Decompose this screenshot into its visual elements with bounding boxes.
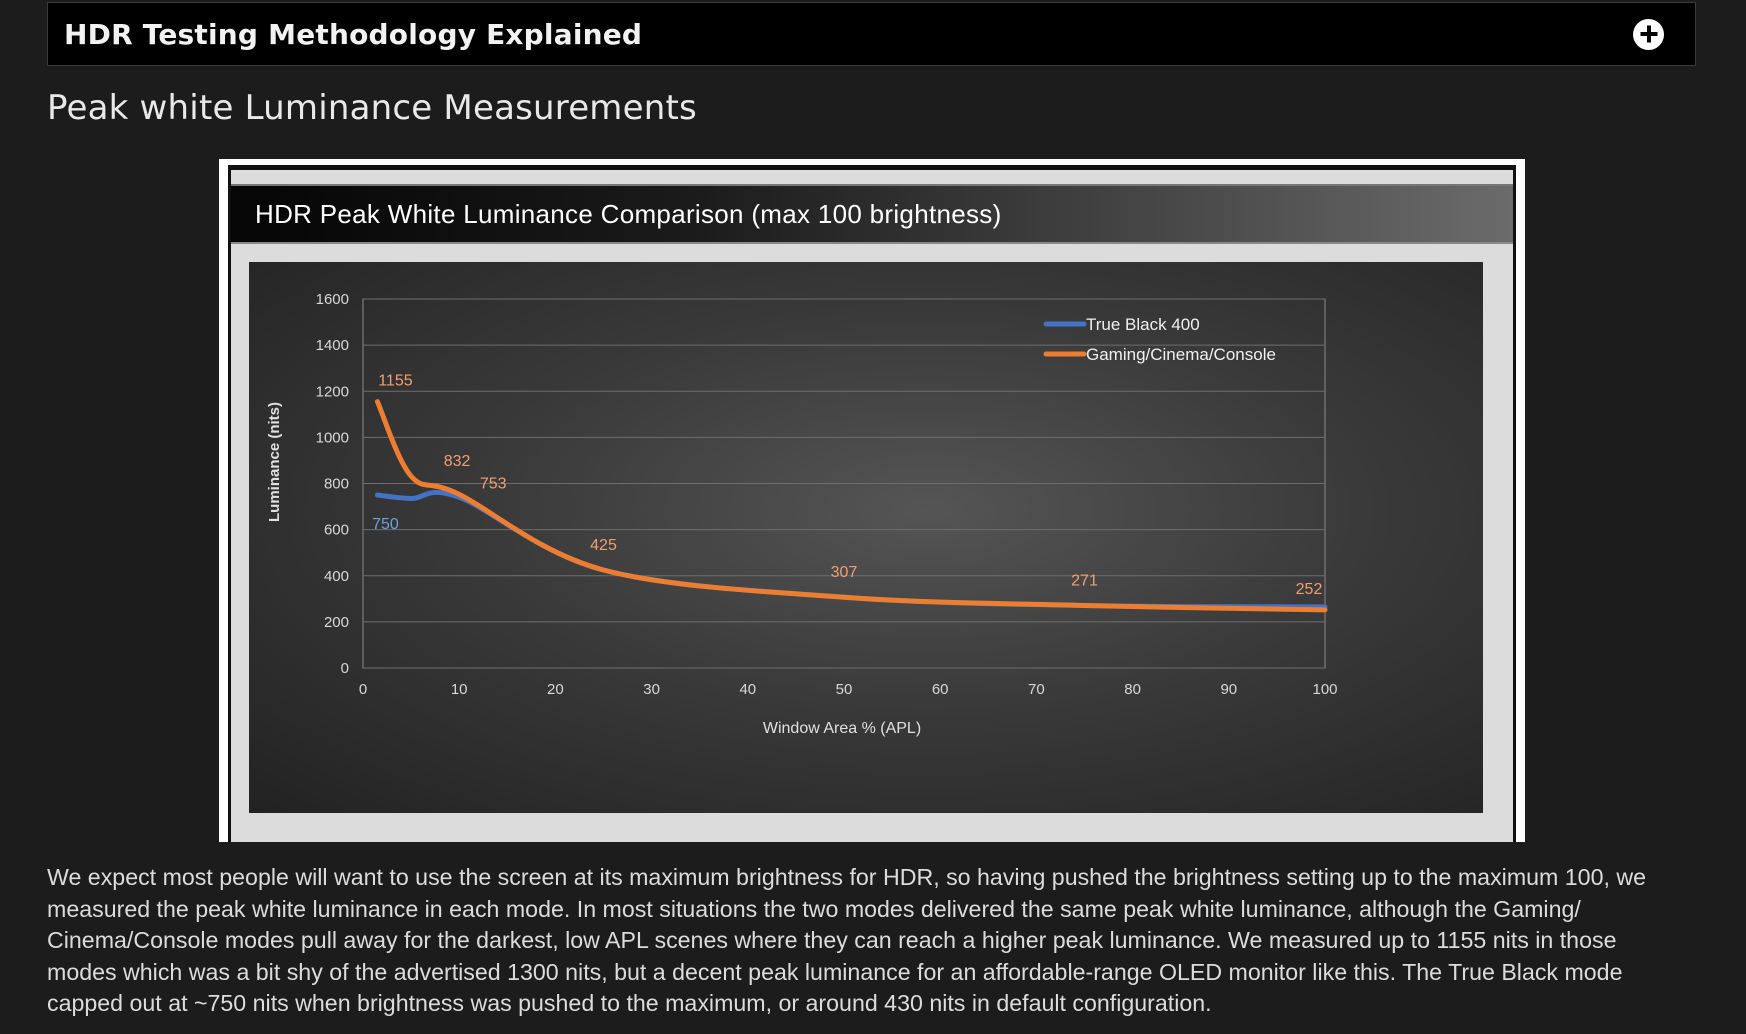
x-tick-label: 100 <box>1312 681 1337 698</box>
data-label: 252 <box>1296 581 1323 598</box>
y-tick-label: 600 <box>324 522 349 539</box>
y-tick-label: 1600 <box>316 291 349 308</box>
data-label: 832 <box>444 453 471 470</box>
x-tick-label: 70 <box>1028 681 1045 698</box>
x-tick-label: 50 <box>836 681 853 698</box>
axis-layer: 0 200 400 600 800 1000 1200 1400 1600 0 10 20 30 40 50… <box>316 291 1338 698</box>
y-tick-label: 200 <box>324 614 349 631</box>
section-heading: Peak white Luminance Measurements <box>47 88 697 128</box>
x-tick-label: 10 <box>451 681 468 698</box>
series-line-2 <box>374 399 1328 613</box>
y-tick-label: 800 <box>324 476 349 493</box>
chart-frame: HDR Peak White Luminance Comparison (max… <box>228 165 1516 842</box>
label-layer: 1155 832 753 750 425 307 271 252 <box>372 373 1322 598</box>
legend-layer: True Black 400 Gaming/Cinema/Console <box>1043 315 1276 364</box>
y-tick-label: 0 <box>341 660 349 677</box>
y-tick-label: 1400 <box>316 337 349 354</box>
grid-layer <box>362 298 1326 669</box>
data-label: 750 <box>372 516 399 533</box>
y-tick-label: 1000 <box>316 429 349 446</box>
x-tick-label: 90 <box>1220 681 1237 698</box>
data-label: 425 <box>590 537 617 554</box>
y-axis-label: Luminance (nits) <box>266 402 283 522</box>
accordion-title: HDR Testing Methodology Explained <box>64 17 643 51</box>
data-label: 753 <box>480 475 507 492</box>
y-tick-label: 1200 <box>316 383 349 400</box>
data-label: 1155 <box>378 373 413 390</box>
data-label: 307 <box>831 564 858 581</box>
plus-circle-icon[interactable] <box>1633 18 1664 50</box>
series-line-1 <box>374 490 1328 610</box>
x-axis-label: Window Area % (APL) <box>763 720 921 737</box>
legend-label-1: True Black 400 <box>1086 315 1200 334</box>
x-tick-label: 0 <box>359 681 367 698</box>
x-tick-label: 60 <box>932 681 949 698</box>
body-paragraph: We expect most people will want to use t… <box>47 864 1646 1017</box>
chart-figure: HDR Peak White Luminance Comparison (max… <box>219 159 1525 842</box>
accordion-header[interactable]: HDR Testing Methodology Explained <box>47 2 1696 66</box>
data-label: 271 <box>1071 573 1098 590</box>
line-chart: 0 200 400 600 800 1000 1200 1400 1600 0 10 20 30 40 50… <box>266 291 1338 737</box>
plot-panel: 0 200 400 600 800 1000 1200 1400 1600 0 10 20 30 40 50… <box>249 262 1483 813</box>
x-tick-label: 30 <box>643 681 660 698</box>
x-tick-label: 20 <box>547 681 564 698</box>
y-tick-label: 400 <box>324 568 349 585</box>
chart-header: HDR Peak White Luminance Comparison (max… <box>231 184 1513 244</box>
series-layer <box>374 399 1328 613</box>
chart-title: HDR Peak White Luminance Comparison (max… <box>255 198 1002 229</box>
x-tick-label: 80 <box>1124 681 1141 698</box>
x-tick-label: 40 <box>739 681 756 698</box>
legend-label-2: Gaming/Cinema/Console <box>1086 345 1276 364</box>
